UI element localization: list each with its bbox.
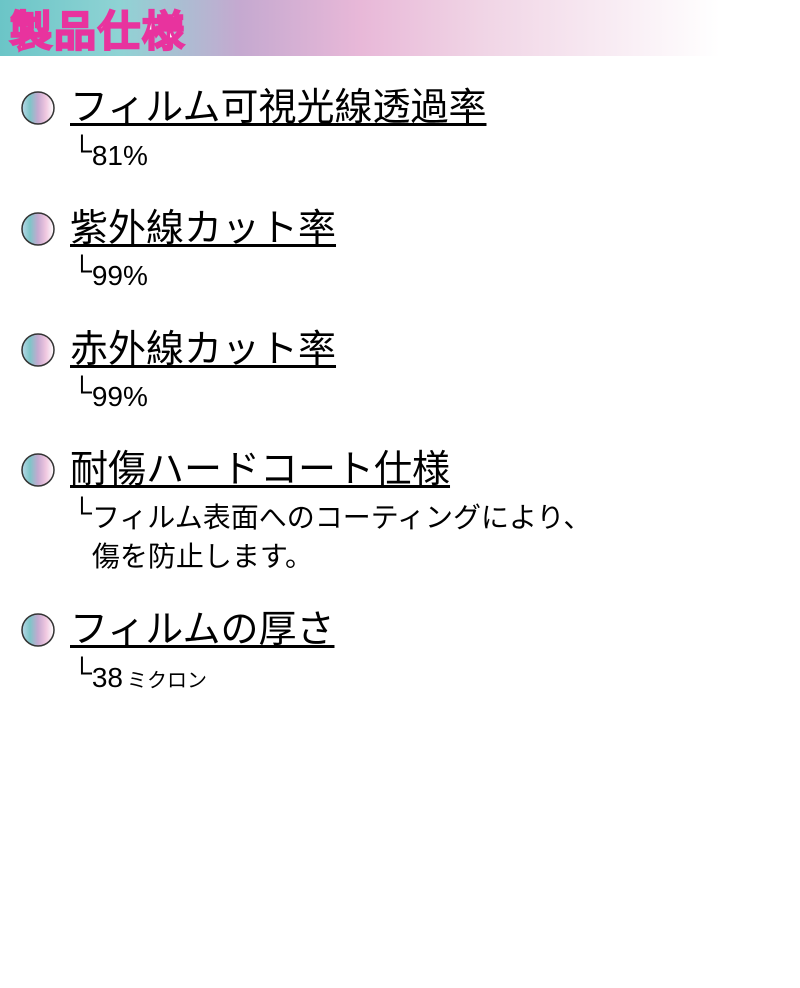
spec-content: フィルムの厚さ └ 38ミクロン	[70, 608, 780, 697]
spec-content: フィルム可視光線透過率 └ 81%	[70, 86, 780, 175]
spec-detail: └ 99%	[70, 256, 780, 295]
spec-item: フィルム可視光線透過率 └ 81%	[20, 86, 780, 175]
spec-detail: └ 81%	[70, 136, 780, 175]
corner-mark-icon: └	[72, 658, 92, 689]
spec-detail: └ 38ミクロン	[70, 658, 780, 697]
spec-label: 紫外線カット率	[70, 207, 780, 253]
spec-value: 99%	[92, 256, 148, 295]
corner-mark-icon: └	[72, 256, 92, 287]
spec-label: 耐傷ハードコート仕様	[70, 448, 780, 494]
corner-mark-icon: └	[72, 136, 92, 167]
spec-value: 99%	[92, 377, 148, 416]
spec-item: 赤外線カット率 └ 99%	[20, 328, 780, 417]
gradient-circle-icon	[20, 332, 56, 368]
spec-value-unit: ミクロン	[127, 670, 207, 692]
spec-detail: └ フィルム表面へのコーティングにより、 傷を防止します。	[70, 498, 780, 576]
spec-detail: └ 99%	[70, 377, 780, 416]
spec-label: 赤外線カット率	[70, 328, 780, 374]
spec-content: 赤外線カット率 └ 99%	[70, 328, 780, 417]
header-title: 製品仕様	[10, 0, 186, 59]
gradient-circle-icon	[20, 452, 56, 488]
corner-mark-icon: └	[72, 377, 92, 408]
spec-list: フィルム可視光線透過率 └ 81% 紫外線カット率 └ 99% 赤外線カット率 …	[0, 56, 800, 749]
spec-value-number: 38	[92, 662, 123, 693]
corner-mark-icon: └	[72, 498, 92, 529]
spec-content: 耐傷ハードコート仕様 └ フィルム表面へのコーティングにより、 傷を防止します。	[70, 448, 780, 576]
spec-content: 紫外線カット率 └ 99%	[70, 207, 780, 296]
spec-item: フィルムの厚さ └ 38ミクロン	[20, 608, 780, 697]
header-banner: 製品仕様	[0, 0, 800, 56]
spec-item: 紫外線カット率 └ 99%	[20, 207, 780, 296]
spec-label: フィルムの厚さ	[70, 608, 780, 654]
spec-item: 耐傷ハードコート仕様 └ フィルム表面へのコーティングにより、 傷を防止します。	[20, 448, 780, 576]
spec-value: フィルム表面へのコーティングにより、 傷を防止します。	[92, 498, 592, 576]
spec-label: フィルム可視光線透過率	[70, 86, 780, 132]
gradient-circle-icon	[20, 612, 56, 648]
spec-value: 81%	[92, 136, 148, 175]
gradient-circle-icon	[20, 90, 56, 126]
gradient-circle-icon	[20, 211, 56, 247]
spec-value: 38ミクロン	[92, 658, 207, 697]
